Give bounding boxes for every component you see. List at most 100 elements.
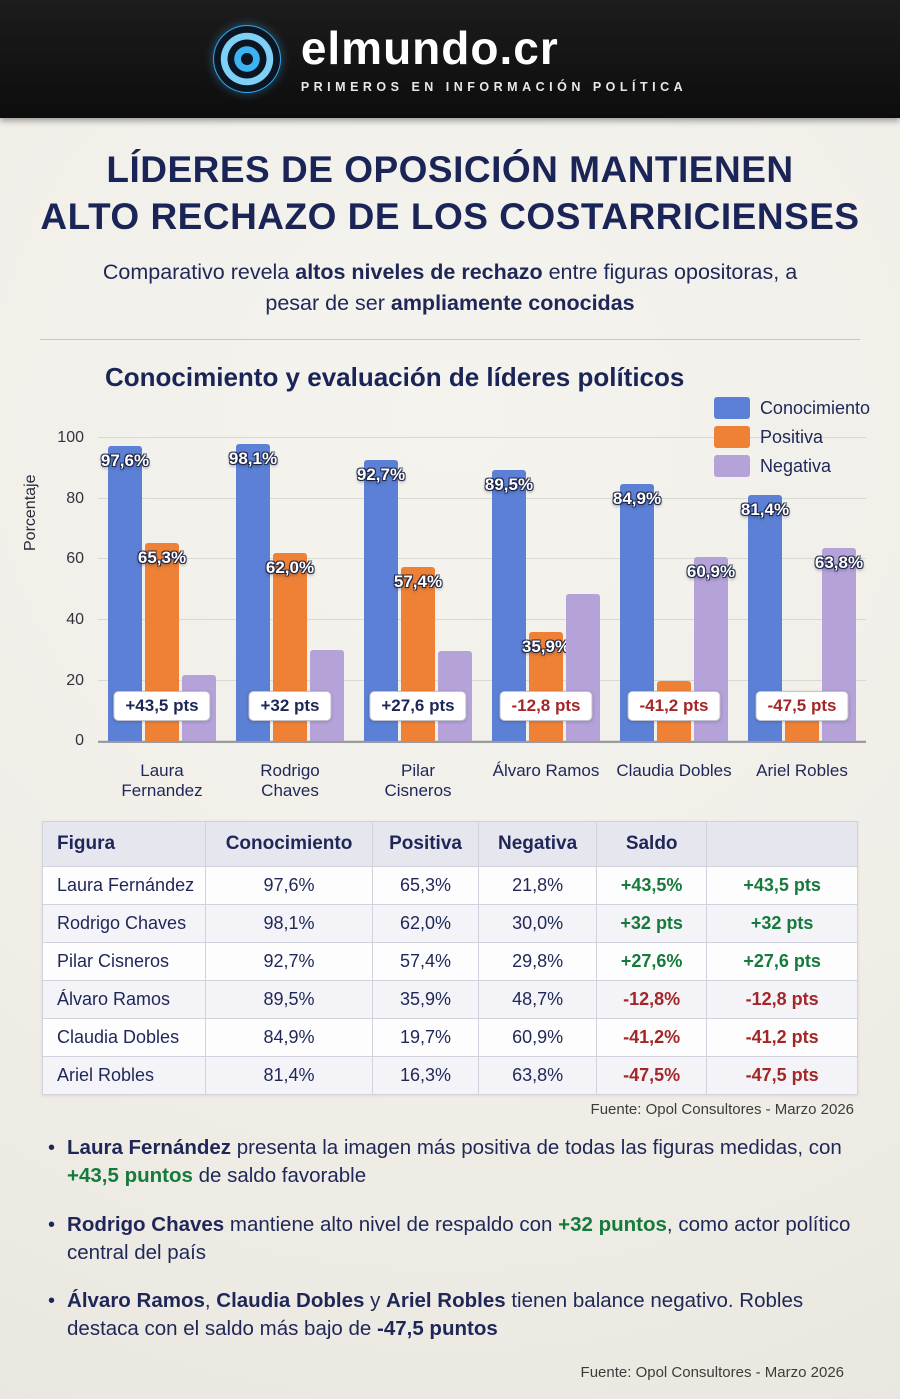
x-axis-label: Ariel Robles <box>756 761 848 781</box>
bar-value-label: 57,4% <box>393 572 443 592</box>
bar-positiva: 35,9% <box>522 632 570 742</box>
bar-group: 89,5% 35,9% -12,8 pts <box>482 417 610 742</box>
table-header-cell: Saldo <box>596 821 708 868</box>
bar-value-label: 81,4% <box>740 499 790 519</box>
bar-value-label: 60,9% <box>686 561 736 581</box>
table-cell: 30,0% <box>477 904 598 944</box>
bar-value-label: 62,0% <box>265 558 315 578</box>
chart-legend: Conocimiento Positiva Negativa <box>713 397 870 478</box>
bullet-dot-icon: • <box>48 1137 56 1160</box>
bar-group: 81,4% 63,8% -47,5 pts <box>738 417 866 742</box>
gridline <box>98 740 866 742</box>
chart-xlabels: Laura Fernandez Rodrigo Chaves Pilar Cisne… <box>98 753 866 805</box>
table-row: Rodrigo Chaves 98,1% 62,0% 30,0% +32 pts +32 … <box>42 904 858 944</box>
y-tick-label: 60 <box>66 550 84 568</box>
legend-label: Positiva <box>759 426 823 447</box>
x-axis-label: Laura Fernandez <box>121 761 203 801</box>
table-cell: -41,2 pts <box>706 1018 858 1058</box>
bullet-text: Álvaro Ramos, Claudia Dobles y Ariel Rob… <box>67 1287 852 1344</box>
table-cell: Rodrigo Chaves <box>42 904 206 944</box>
chart-title: Conocimiento y evaluación de líderes pol… <box>105 362 685 393</box>
table-cell: 84,9% <box>204 1018 374 1058</box>
bar-group: 84,9% 60,9% -41,2 pts <box>610 417 738 742</box>
table-cell: 62,0% <box>372 904 479 944</box>
table-cell: +32 pts <box>596 904 708 944</box>
gridline <box>98 497 866 499</box>
table-cell: 89,5% <box>204 980 374 1020</box>
legend-item-negativa: Negativa <box>713 455 870 478</box>
bullet-text: Rodrigo Chaves mantiene alto nivel de re… <box>67 1211 852 1268</box>
masthead: elmundo.cr PRIMEROS EN INFORMACIÓN POLÍT… <box>0 0 900 118</box>
table-cell: +32 pts <box>706 904 858 944</box>
legend-label: Conocimiento <box>759 397 870 418</box>
page-subtitle: Comparativo revela altos niveles de rech… <box>90 257 810 319</box>
bullet-dot-icon: • <box>48 1213 56 1236</box>
x-axis-label: Álvaro Ramos <box>492 761 600 781</box>
table-cell: +43,5% <box>596 866 708 906</box>
table-cell: 35,9% <box>372 980 479 1020</box>
bullet-list: • Laura Fernández presenta la imagen más … <box>48 1134 852 1344</box>
table-cell: Claudia Dobles <box>42 1018 206 1058</box>
bullet-segment: , como actor político central del país <box>67 1212 851 1264</box>
legend-swatch-icon <box>713 426 750 449</box>
table-header-cell <box>706 821 858 868</box>
results-table-wrap: Figura Conocimiento Positiva Negativa Saldo … <box>42 821 858 1096</box>
gridline <box>98 558 866 560</box>
table-cell: 65,3% <box>372 866 479 906</box>
bar-value-label: 89,5% <box>484 475 534 495</box>
table-cell: +43,5 pts <box>706 866 858 906</box>
bullet-segment: Rodrigo Chaves <box>67 1212 225 1236</box>
bar-group: 97,6% 65,3% +43,5 pts <box>98 417 226 742</box>
bullet-segment: Claudia Dobles <box>216 1289 365 1313</box>
table-cell: +27,6 pts <box>706 942 858 982</box>
saldo-badge: +43,5 pts <box>113 691 211 722</box>
table-cell: 60,9% <box>477 1018 598 1058</box>
bar-chart: Porcentaje 0 20 40 60 80 100 97,6% 65,3% +43,5 p… <box>20 397 880 805</box>
bullet-dot-icon: • <box>48 1290 56 1313</box>
table-cell: -12,8% <box>596 980 708 1020</box>
legend-swatch-icon <box>713 455 750 478</box>
table-header-cell: Conocimiento <box>204 821 374 868</box>
table-header-cell: Figura <box>42 821 206 868</box>
table-row: Laura Fernández 97,6% 65,3% 21,8% +43,5% +43,… <box>42 866 858 906</box>
table-cell: 16,3% <box>372 1056 479 1096</box>
bullet-item: • Rodrigo Chaves mantiene alto nivel de r… <box>48 1211 852 1268</box>
bullet-segment: tienen balance negativo. Robles destaca … <box>67 1289 804 1341</box>
table-cell: 63,8% <box>477 1056 598 1096</box>
table-cell: -12,8 pts <box>706 980 858 1020</box>
saldo-badge: +32 pts <box>248 691 332 722</box>
table-header-row: Figura Conocimiento Positiva Negativa Saldo <box>42 821 858 868</box>
legend-label: Negativa <box>759 455 831 476</box>
table-cell: 98,1% <box>204 904 374 944</box>
y-tick-label: 40 <box>66 610 84 628</box>
bar-group: 92,7% 57,4% +27,6 pts <box>354 417 482 742</box>
table-cell: 48,7% <box>477 980 598 1020</box>
saldo-badge: -12,8 pts <box>499 691 593 722</box>
bullet-segment: presenta la imagen más positiva de todas… <box>231 1136 842 1160</box>
page-title-line1: LÍDERES DE OPOSICIÓN MANTIENEN <box>106 149 794 190</box>
bar-value-label: 98,1% <box>228 449 278 469</box>
results-table: Figura Conocimiento Positiva Negativa Saldo … <box>42 821 858 1096</box>
table-cell: -47,5 pts <box>706 1056 858 1096</box>
bullet-segment: +43,5 puntos <box>67 1164 193 1188</box>
saldo-badge: -41,2 pts <box>627 691 721 722</box>
table-cell: -47,5% <box>596 1056 708 1096</box>
brand-tagline: PRIMEROS EN INFORMACIÓN POLÍTICA <box>300 79 688 94</box>
footer-source: Fuente: Opol Consultores - Marzo 2026 <box>580 1363 844 1381</box>
table-cell: 92,7% <box>204 942 374 982</box>
bar-value-label: 97,6% <box>100 450 150 470</box>
y-tick-label: 0 <box>75 732 84 750</box>
bar-value-label: 63,8% <box>814 552 864 572</box>
subtitle-bold-2: ampliamente conocidas <box>390 290 635 315</box>
bar-value-label: 35,9% <box>521 637 571 657</box>
x-axis-label: Claudia Dobles <box>616 761 732 781</box>
table-head: Figura Conocimiento Positiva Negativa Saldo <box>42 821 858 868</box>
saldo-badge: -47,5 pts <box>755 691 849 722</box>
subtitle-text-1: Comparativo revela <box>102 259 296 284</box>
saldo-badge: +27,6 pts <box>369 691 467 722</box>
gridline <box>98 618 866 620</box>
brand-name: elmundo.cr <box>300 22 559 75</box>
bullet-segment: Laura Fernández <box>67 1136 232 1160</box>
y-tick-label: 100 <box>57 429 84 447</box>
